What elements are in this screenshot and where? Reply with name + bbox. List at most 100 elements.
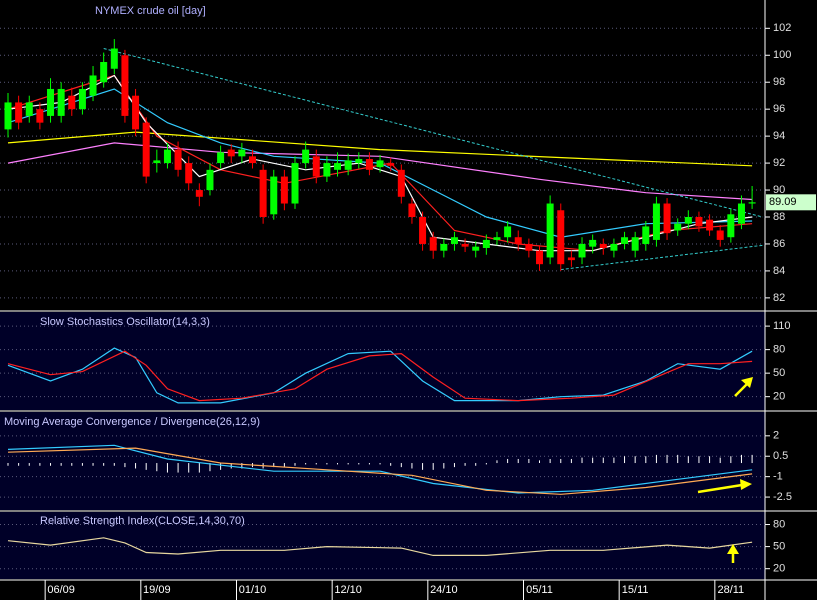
candle-body (174, 149, 182, 170)
candle-body (737, 203, 745, 224)
candle-body (78, 88, 86, 110)
candle-body (716, 230, 724, 240)
candle-body (323, 163, 331, 177)
candle-body (270, 176, 278, 215)
candle-body (514, 237, 522, 244)
candle-body (100, 62, 108, 83)
candle-body (365, 159, 373, 170)
candle-body (684, 217, 692, 224)
candle-body (334, 163, 342, 170)
candle-body (25, 102, 33, 116)
candle-body (344, 160, 352, 170)
candle-body (610, 243, 618, 251)
candle-body (142, 122, 150, 177)
candle-body (153, 160, 161, 164)
candle-body (355, 159, 363, 164)
candle-body (89, 75, 97, 96)
candle-body (748, 202, 756, 204)
y-tick-label: 20 (773, 391, 785, 403)
y-tick-label: 92 (773, 157, 785, 169)
candle-body (695, 217, 703, 227)
trendline (103, 48, 763, 218)
y-tick-label: 80 (773, 344, 785, 356)
candle-body (206, 169, 214, 191)
candle-body (419, 217, 427, 244)
panel-title: NYMEX crude oil [day] (95, 5, 206, 17)
indicator-line (7, 444, 753, 494)
indicator-line (7, 131, 753, 167)
candle-body (546, 203, 554, 258)
candle-body (642, 226, 650, 244)
candle-body (652, 203, 660, 240)
y-tick-label: 86 (773, 238, 785, 250)
candle-body (429, 237, 437, 251)
candle-body (482, 239, 490, 248)
candle-body (450, 237, 458, 244)
y-tick-label: 50 (773, 367, 785, 379)
y-tick-label: 50 (773, 541, 785, 553)
candle-body (599, 243, 607, 248)
candle-body (259, 169, 267, 217)
candle-body (68, 95, 76, 110)
panel-title: Moving Average Convergence / Divergence(… (4, 416, 260, 428)
candle-body (674, 223, 682, 231)
candle-body (567, 257, 575, 261)
x-tick-label: 15/11 (622, 584, 649, 596)
indicator-line (7, 537, 753, 556)
candle-body (110, 48, 118, 69)
last-value-box (766, 194, 816, 211)
candle-body (408, 203, 416, 217)
panel-title: Slow Stochastics Oscillator(14,3,3) (40, 316, 210, 328)
candle-body (663, 203, 671, 234)
panel-bg (0, 512, 765, 579)
x-tick-label: 01/10 (239, 584, 267, 596)
x-tick-label: 12/10 (334, 584, 362, 596)
candle-body (525, 243, 533, 251)
y-tick-label: 96 (773, 103, 785, 115)
panel-bg (0, 312, 765, 410)
indicator-line (7, 347, 753, 404)
x-tick-label: 05/11 (526, 584, 553, 596)
candle-body (132, 95, 140, 130)
candle-body (578, 243, 586, 258)
candle-body (706, 219, 714, 231)
candle-body (493, 237, 501, 240)
y-tick-label: 94 (773, 130, 785, 142)
candle-body (291, 163, 299, 204)
candle-body (504, 226, 512, 238)
candle-body (312, 156, 320, 177)
candle-body (15, 102, 23, 123)
candle-body (621, 237, 629, 244)
y-tick-label: 82 (773, 292, 785, 304)
y-tick-label: 102 (773, 22, 791, 34)
candle-body (47, 88, 55, 116)
candle-body (376, 160, 384, 168)
candle-body (238, 149, 246, 157)
candle-body (387, 163, 395, 166)
candle-body (472, 246, 480, 251)
candle-body (195, 190, 203, 197)
candle-body (36, 109, 44, 123)
candle-body (461, 243, 469, 247)
panel-bg (0, 412, 765, 510)
trendline (560, 244, 763, 271)
candle-body (163, 149, 171, 164)
candle-body (727, 214, 735, 238)
candle-body (589, 239, 597, 247)
candle-body (4, 102, 12, 130)
y-tick-label: 20 (773, 563, 785, 575)
x-tick-label: 28/11 (717, 584, 744, 596)
y-tick-label: 0.5 (773, 450, 788, 462)
candle-body (280, 176, 288, 204)
indicator-line (7, 447, 753, 495)
y-tick-label: 80 (773, 518, 785, 530)
last-value-label: 89.09 (769, 196, 797, 208)
annotation-arrows (697, 377, 753, 563)
candle-body (57, 88, 65, 116)
y-tick-label: -2.5 (773, 491, 792, 503)
y-tick-label: 2 (773, 430, 779, 442)
y-tick-label: 98 (773, 76, 785, 88)
candle-body (302, 149, 310, 164)
x-tick-label: 19/09 (143, 584, 171, 596)
